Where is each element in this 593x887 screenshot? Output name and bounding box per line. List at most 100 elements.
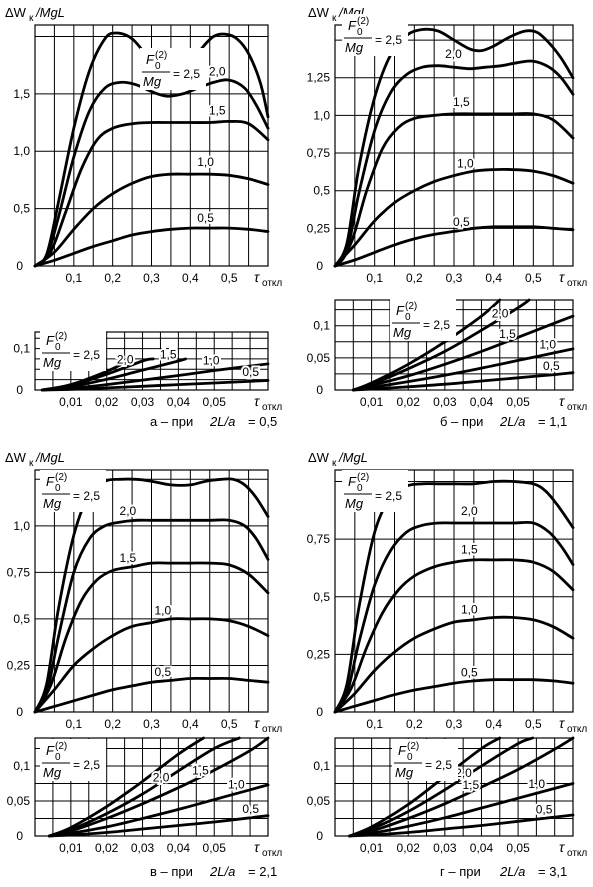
panel-1-main-param-num: F xyxy=(146,52,155,67)
panel-4-zoom-param-eq: = 2,5 xyxy=(425,758,452,772)
panel-1-zoom-xtick-label: 0,05 xyxy=(203,395,227,409)
panel-2-zoom-series-1-5-line xyxy=(351,314,575,392)
panel-2-main-series-label: 1,0 xyxy=(457,157,474,171)
panel-2-main-param-num: F xyxy=(348,18,357,33)
panel-2-main-origin-label: 0 xyxy=(316,259,323,273)
panel-3-main-param-eq: = 2,5 xyxy=(73,489,100,503)
panel-2-main-series-1-0-line xyxy=(333,167,575,268)
panel-3-caption-expr: 2L/a xyxy=(209,864,235,879)
panel-2-zoom-xtick-label: 0,02 xyxy=(397,395,421,409)
panel-1-main-series-label: 1,5 xyxy=(209,104,226,118)
panel-3-zoom-series-2-5-line xyxy=(47,736,205,838)
panel-3-zoom-series-1-5-line xyxy=(47,736,270,838)
panel-2-main-param-sup: (2) xyxy=(357,16,369,27)
panel-4-zoom-xtick-label: 0,04 xyxy=(470,841,494,855)
panel-1-main-ytick-label: 0,5 xyxy=(13,202,30,216)
panel-4-main-param-eq: = 2,5 xyxy=(375,489,402,503)
panel-1-caption-expr: 2L/a xyxy=(209,414,235,429)
panel-4-zoom-series-1-5-line xyxy=(348,736,575,838)
panel-3-main-series-label: 1,0 xyxy=(155,604,172,618)
panel-4-zoom-xtick-label: 0,02 xyxy=(397,841,421,855)
panel-3-main-ytick-label: 0,75 xyxy=(7,565,31,579)
panel-4-zoom-ytick-label: 0,05 xyxy=(307,794,331,808)
panel-3-zoom-series-label: 2,0 xyxy=(153,770,170,784)
panel-4-zoom-origin-label: 0 xyxy=(316,829,323,843)
panel-2-main-ytick-label: 1,25 xyxy=(307,71,331,85)
panel-1-main-series-1-0-line xyxy=(33,172,270,268)
panel-4-main-series-label: 1,5 xyxy=(461,543,478,557)
panel-4-main-origin-label: 0 xyxy=(316,705,323,719)
panel-2-main-series-label: 2,0 xyxy=(445,47,462,61)
panel-2-main-xtick-label: 0,2 xyxy=(406,271,423,285)
panel-1-main-xtick-label: 0,1 xyxy=(65,271,82,285)
panel-3-zoom-series-label: 1,5 xyxy=(192,763,209,777)
panel-4-zoom-param-sup: (2) xyxy=(407,741,419,752)
panel-2-main-ytick-label: 0,75 xyxy=(307,146,331,160)
panel-3-main-xtick-label: 0,2 xyxy=(104,717,121,731)
panel-2-main-xtick-label: 0,5 xyxy=(525,271,542,285)
panel-2-zoom-ytick-label: 0,1 xyxy=(313,319,330,333)
panel-3-main-series-1-5-line xyxy=(33,561,270,714)
panel-4-main-ytick-label: 0,5 xyxy=(313,590,330,604)
panel-3-zoom-series-0-5-line xyxy=(47,814,270,838)
panel-3-main-series-2-0-line xyxy=(33,518,270,714)
panel-3-main-series-2-5-line xyxy=(33,477,270,714)
panel-3-zoom-series-label: 0,5 xyxy=(242,802,259,816)
panel-1-main-ytick-label: 1,5 xyxy=(13,87,30,101)
panel-2-zoom-ytick-label: 0,05 xyxy=(307,351,331,365)
panel-1-main-series-label: 2,0 xyxy=(209,64,226,78)
panel-4-zoom-series-label: 0,5 xyxy=(536,803,553,817)
panel-3-caption-prefix: в – при xyxy=(150,864,193,879)
panel-2-main-ytick-label: 1,0 xyxy=(313,108,330,122)
panel-3-zoom-param-num: F xyxy=(46,743,55,758)
panel-1-main-series-0-5-line xyxy=(33,226,270,268)
panel-3-zoom-series-1-0-line xyxy=(47,783,270,838)
panel-1-main-param-sup: (2) xyxy=(155,50,167,61)
panel-3-main-series-label: 0,5 xyxy=(155,665,172,679)
panel-3-zoom-xtick-label: 0,01 xyxy=(59,841,83,855)
panel-2-zoom-xlabel: τ xyxy=(559,393,565,409)
panel-3-main-xtick-label: 0,1 xyxy=(65,717,82,731)
panel-1-main-xtick-label: 0,4 xyxy=(182,271,199,285)
panel-3-ylabel-tail: /MgL xyxy=(35,450,65,465)
panel-1-zoom-frame xyxy=(34,331,269,391)
panel-1-main-series-label: 0,5 xyxy=(197,211,214,225)
panel-3-ylabel: ΔW xyxy=(5,450,27,465)
panel-2-main-ytick-label: 0,25 xyxy=(307,221,331,235)
panel-2-zoom-param-sup: (2) xyxy=(405,301,417,312)
panel-4-ylabel-tail: /MgL xyxy=(338,450,368,465)
panel-2-zoom-series-1-0-line xyxy=(351,347,575,392)
panel-4-main-ytick-label: 0,75 xyxy=(307,532,331,546)
panel-2-main-xlabel: τ xyxy=(559,269,565,285)
panel-2-param-bg xyxy=(342,14,408,56)
panel-4-zoom-xtick-label: 0,05 xyxy=(506,841,530,855)
panel-1-zparam-bg xyxy=(40,329,106,371)
panel-3-zoom-param-sup: (2) xyxy=(55,741,67,752)
panel-1-main-xtick-label: 0,3 xyxy=(143,271,160,285)
panel-4-zoom-series-2-0-line xyxy=(348,736,535,838)
panel-2-zoom-param-sub: 0 xyxy=(405,312,411,323)
panel-4-main-xtick-label: 0,2 xyxy=(406,717,423,731)
panel-2-zoom-param-num: F xyxy=(396,303,405,318)
panel-1-zoom-series-label: 1,0 xyxy=(203,354,220,368)
panel-2-main-series-label: 0,5 xyxy=(453,215,470,229)
panel-1-zoom-xtick-label: 0,01 xyxy=(59,395,83,409)
panel-1-caption-eq: = 0,5 xyxy=(248,414,277,429)
panel-2-zoom-xtick-label: 0,04 xyxy=(470,395,494,409)
panel-1-zoom-xtick-label: 0,03 xyxy=(131,395,155,409)
panel-4-zoom-series-label: 1,5 xyxy=(462,778,479,792)
panel-2-main-xtick-label: 0,3 xyxy=(446,271,463,285)
panel-4-zoom-xlabel-sub: откл xyxy=(567,848,587,859)
panel-4-zoom-frame xyxy=(334,737,574,837)
panel-4-zoom-xtick-label: 0,03 xyxy=(433,841,457,855)
panel-4-main-param-sup: (2) xyxy=(357,472,369,483)
panel-3-main-series-0-5-line xyxy=(33,676,270,714)
panel-1-zoom-ytick-label: 0,1 xyxy=(13,342,30,356)
panel-4-main-series-2-0-line xyxy=(333,520,575,714)
panel-3-main-xtick-label: 0,3 xyxy=(143,717,160,731)
panel-4-zoom-series-label: 1,0 xyxy=(528,777,545,791)
panel-1-main-series-1-5-line xyxy=(33,119,270,268)
panel-1-main-param-den: Mg xyxy=(143,74,162,89)
panel-4-main-param-sub: 0 xyxy=(357,483,363,494)
